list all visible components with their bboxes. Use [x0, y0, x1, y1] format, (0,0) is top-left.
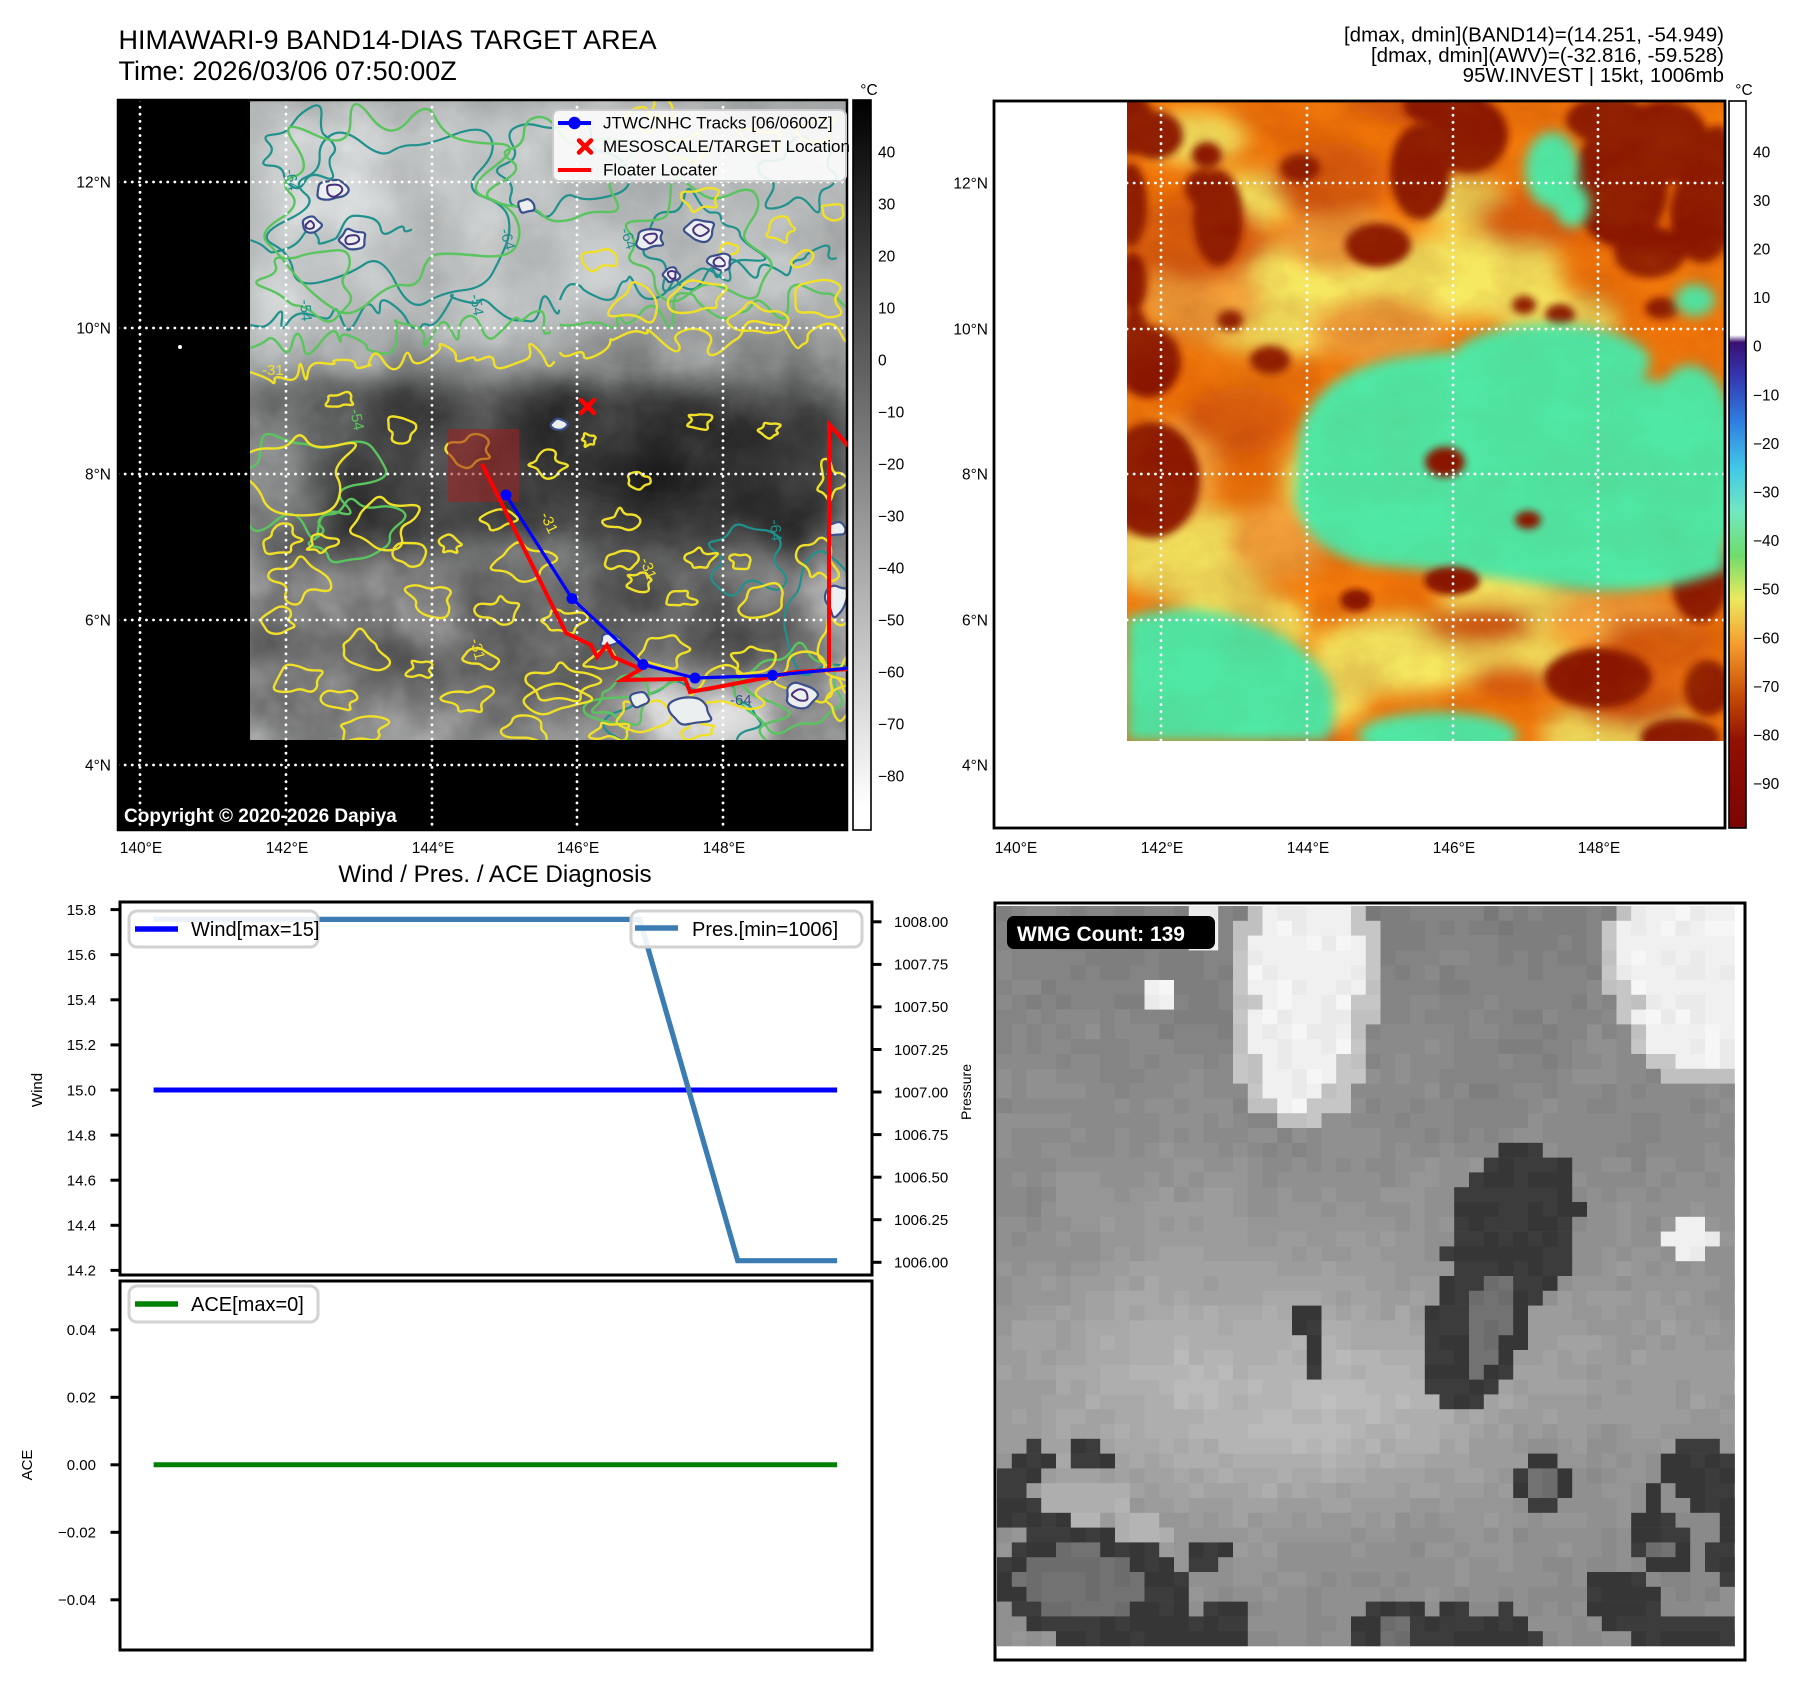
svg-text:1006.75: 1006.75 [894, 1127, 948, 1144]
svg-text:Pres.[min=1006]: Pres.[min=1006] [692, 919, 838, 941]
svg-text:6°N: 6°N [85, 613, 111, 630]
svg-text:14.2: 14.2 [67, 1263, 96, 1280]
svg-text:Time: 2026/03/06 07:50:00Z: Time: 2026/03/06 07:50:00Z [119, 56, 457, 86]
svg-text:−20: −20 [878, 457, 905, 474]
svg-text:0.00: 0.00 [67, 1457, 96, 1474]
svg-text:°C: °C [860, 82, 877, 99]
svg-text:[dmax, dmin](AWV)=(-32.816, -5: [dmax, dmin](AWV)=(-32.816, -59.528) [1371, 44, 1724, 67]
svg-text:-54: -54 [346, 407, 367, 432]
svg-text:JTWC/NHC Tracks [06/0600Z]: JTWC/NHC Tracks [06/0600Z] [603, 114, 833, 133]
svg-text:15.2: 15.2 [67, 1037, 96, 1054]
svg-text:142°E: 142°E [266, 840, 308, 857]
svg-text:6°N: 6°N [962, 613, 988, 630]
svg-text:−0.02: −0.02 [58, 1525, 96, 1542]
svg-text:Wind / Pres. / ACE Diagnosis: Wind / Pres. / ACE Diagnosis [338, 861, 651, 888]
svg-text:°C: °C [1735, 82, 1752, 99]
svg-text:20: 20 [878, 249, 896, 266]
svg-text:-31: -31 [636, 556, 659, 582]
svg-text:15.0: 15.0 [67, 1082, 96, 1099]
svg-text:144°E: 144°E [1287, 840, 1329, 857]
svg-text:Wind[max=15]: Wind[max=15] [191, 919, 319, 941]
svg-text:95W.INVEST | 15kt, 1006mb: 95W.INVEST | 15kt, 1006mb [1463, 64, 1724, 87]
svg-text:1006.50: 1006.50 [894, 1170, 948, 1187]
svg-text:-54: -54 [296, 299, 315, 322]
svg-text:15.4: 15.4 [67, 992, 96, 1009]
svg-text:14.6: 14.6 [67, 1173, 96, 1190]
svg-text:4°N: 4°N [85, 758, 111, 775]
svg-text:148°E: 148°E [703, 840, 745, 857]
svg-text:0.04: 0.04 [67, 1322, 96, 1339]
svg-text:−80: −80 [1753, 728, 1780, 745]
svg-text:−10: −10 [878, 405, 905, 422]
svg-text:−50: −50 [878, 613, 905, 630]
svg-text:40: 40 [878, 145, 896, 162]
svg-text:−30: −30 [878, 509, 905, 526]
svg-text:40: 40 [1753, 144, 1771, 161]
svg-text:-64: -64 [616, 226, 639, 252]
svg-text:1006.00: 1006.00 [894, 1255, 948, 1272]
svg-text:10°N: 10°N [953, 322, 988, 339]
svg-text:10°N: 10°N [76, 321, 111, 338]
svg-text:148°E: 148°E [1578, 840, 1620, 857]
svg-text:0.02: 0.02 [67, 1390, 96, 1407]
svg-text:1007.25: 1007.25 [894, 1042, 948, 1059]
svg-text:-31: -31 [466, 637, 488, 662]
svg-text:1007.00: 1007.00 [894, 1084, 948, 1101]
svg-text:10: 10 [1753, 290, 1771, 307]
svg-text:Floater Locater: Floater Locater [603, 161, 718, 180]
svg-text:12°N: 12°N [953, 176, 988, 193]
svg-text:-31: -31 [262, 362, 284, 379]
svg-text:0: 0 [878, 353, 887, 370]
svg-text:4°N: 4°N [962, 758, 988, 775]
svg-text:-54: -54 [466, 293, 487, 317]
svg-text:1008.00: 1008.00 [894, 914, 948, 931]
svg-text:−0.04: −0.04 [58, 1592, 96, 1609]
svg-text:WMG Count: 139: WMG Count: 139 [1017, 923, 1185, 946]
svg-text:12°N: 12°N [76, 175, 111, 192]
svg-text:140°E: 140°E [995, 840, 1037, 857]
svg-text:30: 30 [878, 197, 896, 214]
svg-text:-64: -64 [730, 692, 752, 709]
svg-text:8°N: 8°N [962, 467, 988, 484]
svg-text:10: 10 [878, 301, 896, 318]
svg-text:-64: -64 [496, 227, 518, 252]
svg-text:−50: −50 [1753, 582, 1780, 599]
svg-text:−40: −40 [878, 561, 905, 578]
svg-text:1007.75: 1007.75 [894, 957, 948, 974]
svg-text:146°E: 146°E [557, 840, 599, 857]
svg-text:−40: −40 [1753, 533, 1780, 550]
svg-text:15.6: 15.6 [67, 947, 96, 964]
svg-text:14.8: 14.8 [67, 1127, 96, 1144]
svg-text:−90: −90 [1753, 776, 1780, 793]
svg-text:ACE: ACE [19, 1450, 36, 1481]
svg-text:−70: −70 [1753, 679, 1780, 696]
svg-text:146°E: 146°E [1433, 840, 1475, 857]
svg-text:Wind: Wind [29, 1073, 46, 1107]
svg-text:1007.50: 1007.50 [894, 999, 948, 1016]
svg-text:−30: −30 [1753, 485, 1780, 502]
svg-text:144°E: 144°E [412, 840, 454, 857]
svg-text:−60: −60 [878, 665, 905, 682]
svg-text:0: 0 [1753, 339, 1762, 356]
svg-text:−20: −20 [1753, 436, 1780, 453]
svg-text:1006.25: 1006.25 [894, 1212, 948, 1229]
svg-text:Pressure: Pressure [958, 1064, 974, 1120]
svg-text:−10: −10 [1753, 387, 1780, 404]
svg-text:30: 30 [1753, 193, 1771, 210]
svg-text:HIMAWARI-9 BAND14-DIAS TARGET: HIMAWARI-9 BAND14-DIAS TARGET AREA [119, 25, 657, 55]
svg-text:20: 20 [1753, 242, 1771, 259]
svg-text:8°N: 8°N [85, 467, 111, 484]
svg-text:140°E: 140°E [120, 840, 162, 857]
svg-text:-64: -64 [766, 519, 785, 542]
svg-text:15.8: 15.8 [67, 902, 96, 919]
svg-text:Copyright © 2020-2026 Dapiya: Copyright © 2020-2026 Dapiya [124, 806, 397, 827]
svg-text:−80: −80 [878, 769, 905, 786]
svg-text:14.4: 14.4 [67, 1218, 96, 1235]
svg-text:142°E: 142°E [1141, 840, 1183, 857]
svg-text:−60: −60 [1753, 630, 1780, 647]
svg-text:MESOSCALE/TARGET Location: MESOSCALE/TARGET Location [603, 137, 850, 156]
svg-text:ACE[max=0]: ACE[max=0] [191, 1294, 304, 1316]
svg-text:[dmax, dmin](BAND14)=(14.251,: [dmax, dmin](BAND14)=(14.251, -54.949) [1344, 24, 1724, 47]
svg-text:−70: −70 [878, 717, 905, 734]
